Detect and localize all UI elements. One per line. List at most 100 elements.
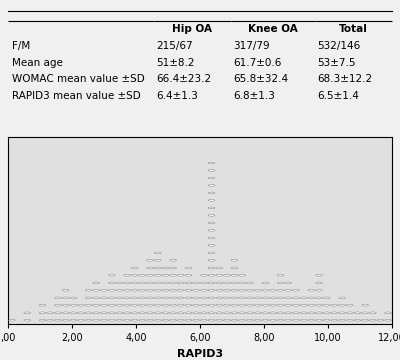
Circle shape [24,312,30,314]
Circle shape [139,297,146,298]
Circle shape [246,312,253,314]
Circle shape [316,297,322,298]
Circle shape [200,319,207,321]
Circle shape [308,305,315,306]
Circle shape [101,297,107,298]
Circle shape [147,297,154,298]
Circle shape [108,312,115,314]
Circle shape [170,275,176,276]
Circle shape [224,319,230,321]
Circle shape [208,237,215,239]
Circle shape [331,319,338,321]
Circle shape [62,319,69,321]
Circle shape [308,319,315,321]
Circle shape [85,312,92,314]
Circle shape [154,297,161,298]
Circle shape [331,305,338,306]
Circle shape [170,297,176,298]
Circle shape [108,297,115,298]
Circle shape [293,319,299,321]
Circle shape [346,312,353,314]
Circle shape [231,312,238,314]
Circle shape [208,230,215,231]
Circle shape [262,305,269,306]
Circle shape [231,289,238,291]
Circle shape [316,282,322,284]
Circle shape [231,275,238,276]
Circle shape [78,305,84,306]
Circle shape [231,282,238,284]
Circle shape [239,312,246,314]
Circle shape [323,319,330,321]
Circle shape [216,305,222,306]
Circle shape [277,319,284,321]
Circle shape [193,319,200,321]
Circle shape [178,275,184,276]
Circle shape [139,305,146,306]
Circle shape [131,305,138,306]
Circle shape [178,319,184,321]
Circle shape [116,297,123,298]
Circle shape [24,319,30,321]
Circle shape [139,312,146,314]
Circle shape [185,282,192,284]
Circle shape [270,297,276,298]
Circle shape [101,305,107,306]
X-axis label: RAPID3: RAPID3 [177,348,223,359]
Circle shape [193,289,200,291]
Circle shape [262,319,269,321]
Circle shape [147,289,154,291]
Circle shape [208,215,215,216]
Circle shape [308,289,315,291]
Circle shape [162,312,169,314]
Circle shape [170,267,176,269]
Circle shape [178,289,184,291]
Circle shape [162,267,169,269]
Circle shape [216,282,222,284]
Circle shape [162,289,169,291]
Circle shape [316,275,322,276]
Circle shape [162,319,169,321]
Circle shape [239,297,246,298]
Circle shape [208,162,215,164]
Circle shape [200,282,207,284]
Circle shape [70,319,77,321]
Circle shape [246,297,253,298]
Circle shape [231,319,238,321]
Circle shape [354,312,361,314]
Circle shape [154,275,161,276]
Circle shape [362,319,368,321]
Circle shape [208,252,215,253]
Circle shape [178,312,184,314]
Circle shape [293,312,299,314]
Circle shape [8,319,15,321]
Circle shape [93,312,100,314]
Circle shape [147,305,154,306]
Circle shape [178,282,184,284]
Circle shape [316,319,322,321]
Circle shape [185,289,192,291]
Circle shape [47,312,54,314]
Circle shape [139,282,146,284]
Circle shape [62,312,69,314]
Circle shape [208,192,215,194]
Circle shape [185,297,192,298]
Circle shape [270,305,276,306]
Circle shape [131,267,138,269]
Circle shape [277,305,284,306]
Circle shape [193,282,200,284]
Circle shape [154,267,161,269]
Circle shape [385,319,392,321]
Circle shape [108,289,115,291]
Circle shape [147,282,154,284]
Circle shape [116,319,123,321]
Circle shape [285,312,292,314]
Circle shape [78,319,84,321]
Circle shape [239,305,246,306]
Circle shape [93,282,100,284]
Circle shape [131,289,138,291]
Circle shape [85,289,92,291]
Circle shape [224,275,230,276]
Circle shape [216,267,222,269]
Circle shape [208,267,215,269]
